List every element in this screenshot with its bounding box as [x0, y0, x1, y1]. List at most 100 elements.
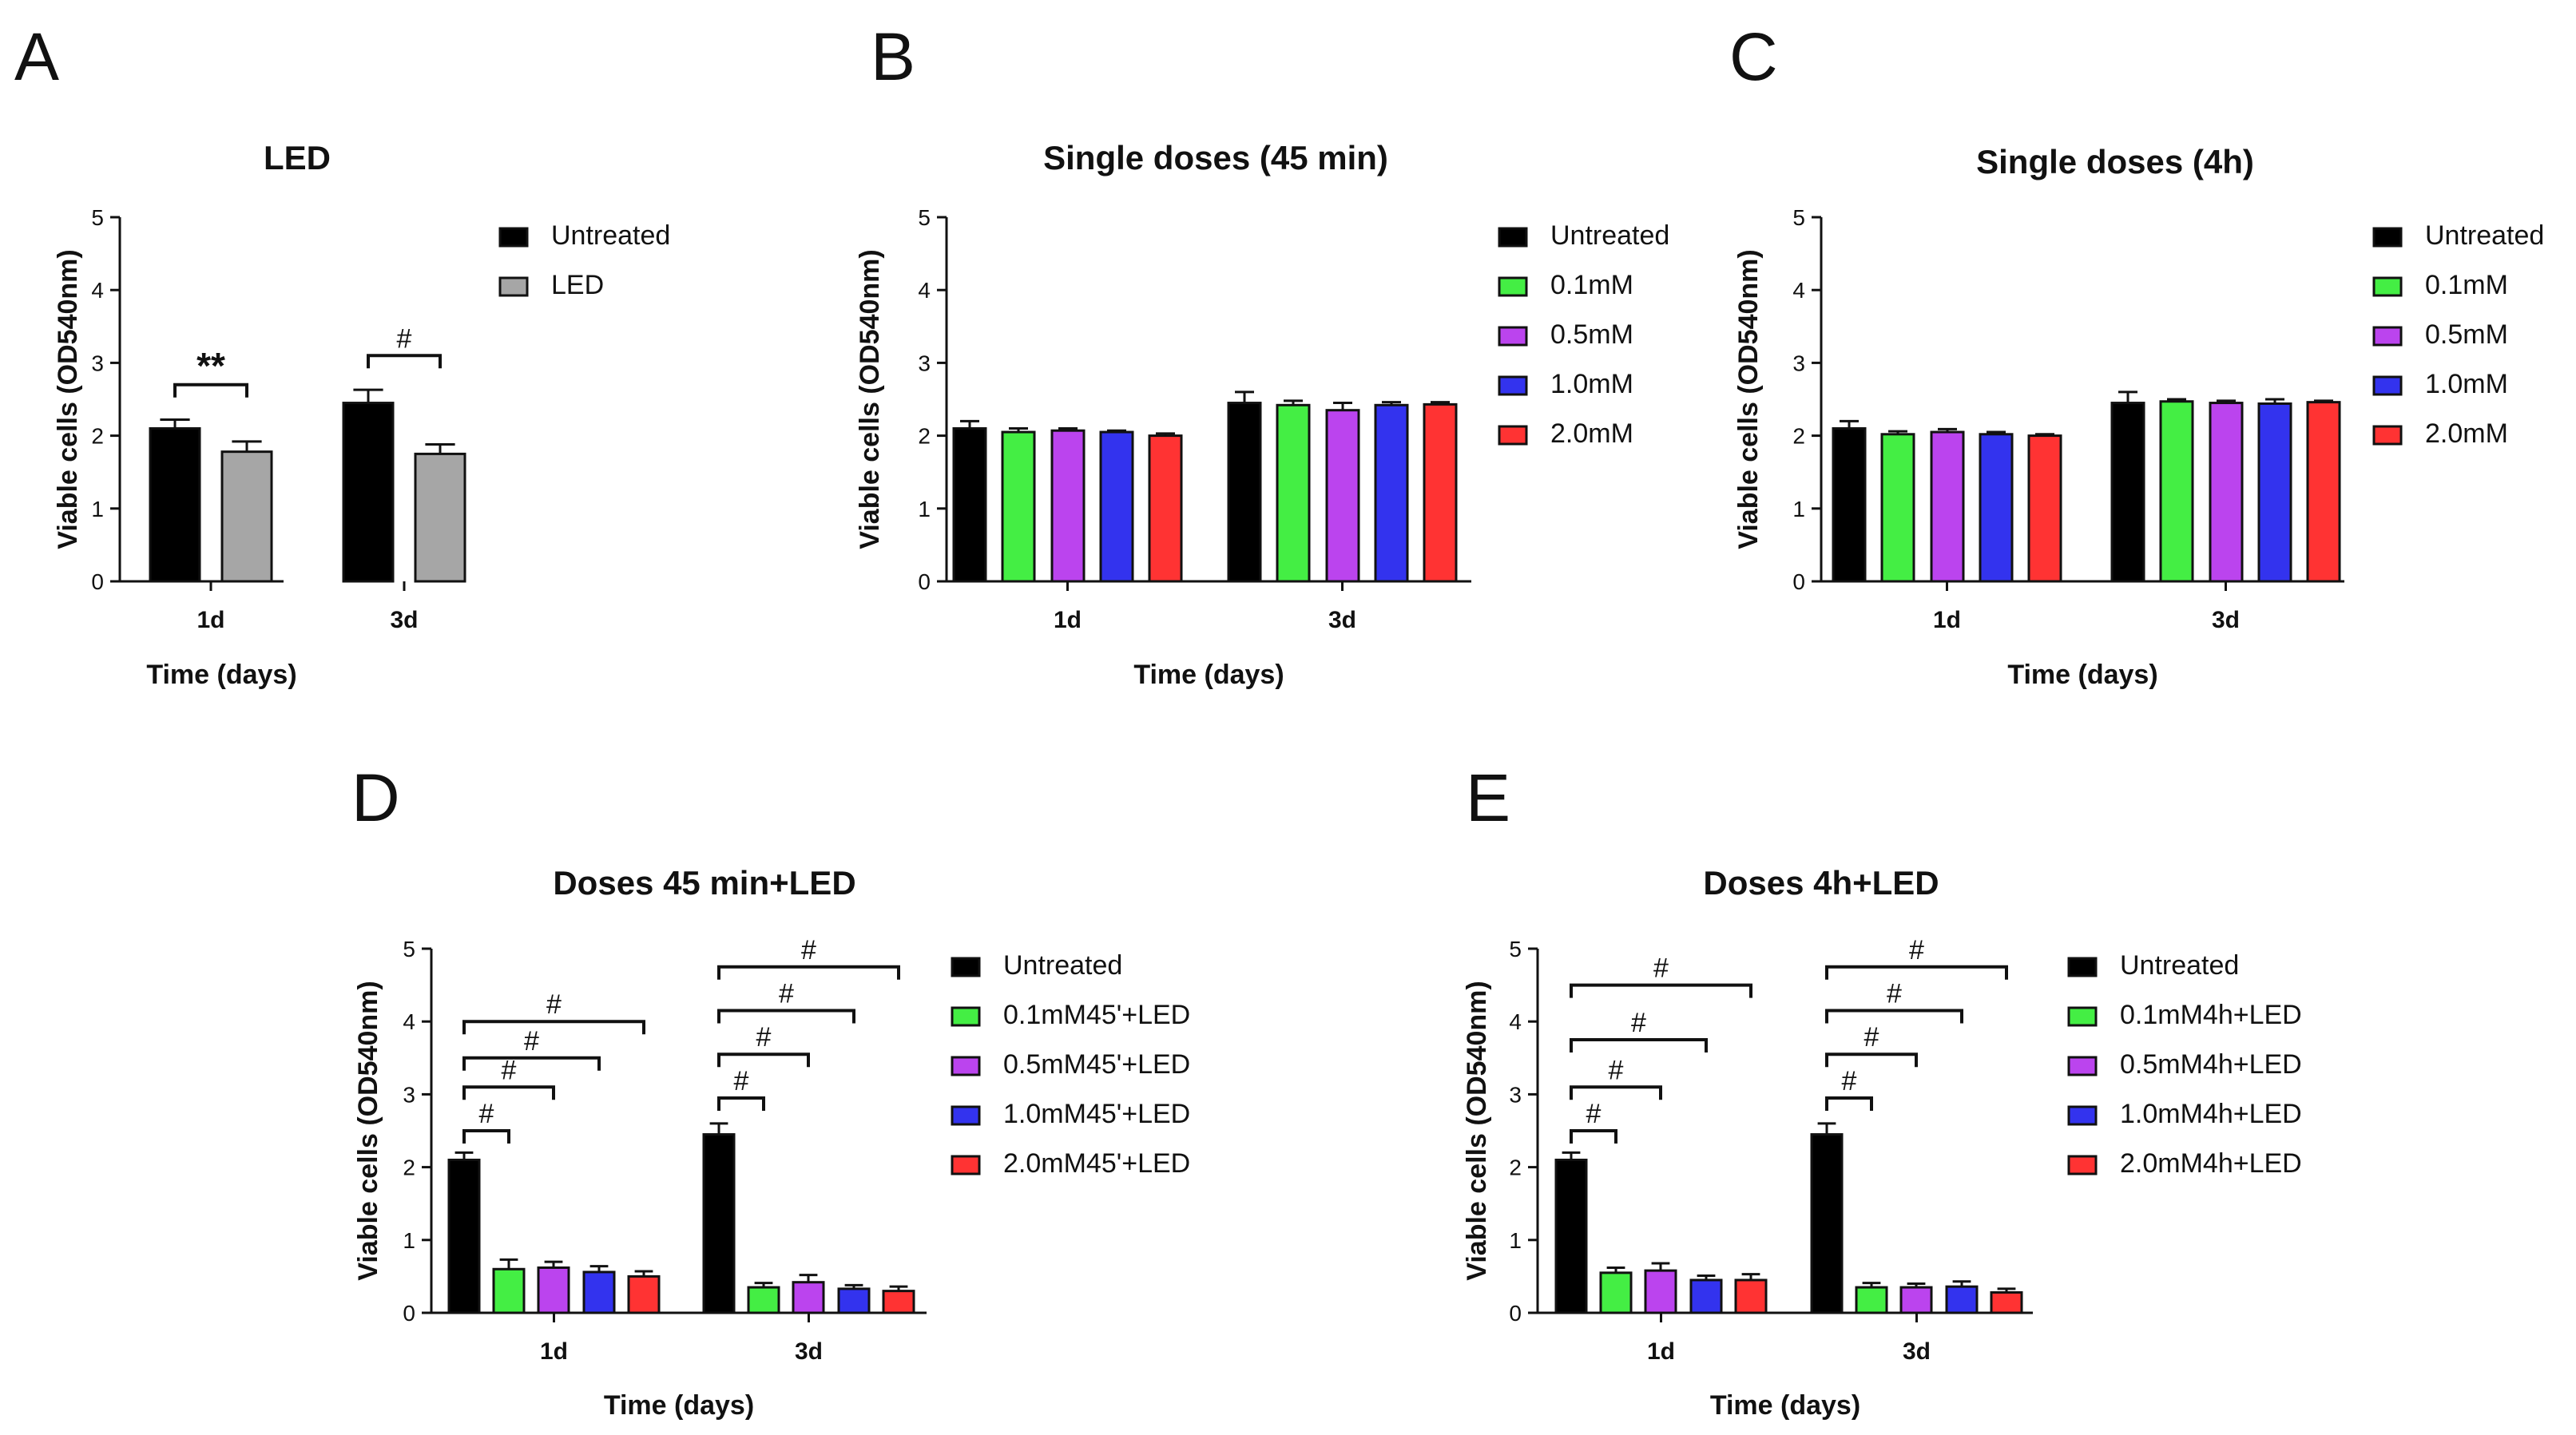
panel-b-legend-swatch: [1498, 375, 1528, 396]
panel-a-y-tick-label: 4: [91, 278, 104, 303]
panel-a-x-tick-label: 1d: [196, 607, 224, 633]
panel-c-legend-swatch: [2372, 276, 2403, 297]
panel-b-letter: B: [871, 19, 915, 94]
panel-c-x-tick-label: 3d: [2212, 607, 2240, 633]
panel-c-bar: [1832, 426, 1867, 583]
panel-b-bar: [952, 426, 987, 583]
panel-d-significance-label: #: [524, 1026, 539, 1056]
panel-d-y-axis-label: Viable cells (OD540nm): [353, 981, 383, 1280]
panel-d-significance-label: #: [546, 989, 562, 1020]
panel-b-legend-label: 1.0mM: [1550, 369, 1633, 399]
panel-d-significance-label: #: [801, 935, 816, 965]
panel-d-significance-label: #: [779, 979, 794, 1009]
panel-e-legend-swatch: [2067, 1105, 2098, 1126]
panel-d-bar: [837, 1287, 871, 1314]
panel-e-y-tick-label: 5: [1509, 937, 1522, 961]
panel-a-bar: [414, 452, 466, 583]
panel-b-x-tick-label: 3d: [1328, 607, 1356, 633]
panel-a-y-tick-label: 3: [91, 351, 104, 375]
panel-b-bar: [1227, 402, 1262, 583]
panel-b-x-axis-label: Time (days): [1133, 660, 1284, 690]
panel-d-legend-swatch: [951, 957, 981, 977]
panel-d-significance-bracket: [717, 1009, 855, 1024]
panel-d-bar: [447, 1158, 481, 1314]
panel-b-legend-swatch: [1498, 276, 1528, 297]
panel-e-significance-label: #: [1609, 1055, 1624, 1085]
panel-e-bar: [1689, 1278, 1723, 1314]
panel-c-bar: [2209, 402, 2244, 583]
panel-a-significance-label: #: [397, 323, 412, 354]
panel-a-title: LED: [264, 139, 331, 176]
panel-e-significance-bracket: [1570, 1129, 1617, 1144]
panel-b-legend-label: 2.0mM: [1550, 418, 1633, 449]
panel-d-significance-bracket: [462, 1020, 645, 1035]
panel-b-bar: [1276, 403, 1311, 583]
panel-e-bar: [1554, 1158, 1588, 1314]
panel-a: A LED 0 1 2 3 4 5 1d 3d ** # Time (days) Viable cells…: [14, 19, 670, 690]
panel-e-significance-bracket: [1825, 1052, 1918, 1068]
panel-d-legend-label: 2.0mM45'+LED: [1003, 1148, 1190, 1179]
panel-d-significance-bracket: [717, 1096, 765, 1111]
panel-d-bar: [492, 1267, 526, 1314]
panel-c-bar: [1930, 430, 1965, 583]
panel-b-bar: [1325, 409, 1360, 583]
panel-c-letter: C: [1729, 19, 1778, 94]
panel-a-y-tick-label: 2: [91, 424, 104, 449]
panel-e-significance-bracket: [1825, 1096, 1873, 1111]
panel-a-legend-label: Untreated: [551, 220, 670, 251]
panel-c-legend-swatch: [2372, 227, 2403, 248]
panel-e-legend-label: Untreated: [2120, 950, 2239, 981]
panel-d-bar: [582, 1270, 616, 1314]
panel-c-y-tick-label: 5: [1792, 205, 1805, 230]
panel-d-y-tick-label: 2: [403, 1156, 415, 1180]
panel-c-x-tick-label: 1d: [1933, 607, 1961, 633]
panel-e-significance-bracket: [1825, 965, 2008, 980]
panel-e-bar: [1855, 1286, 1888, 1314]
panel-a-significance-bracket: [173, 383, 248, 398]
panel-d-legend-label: 1.0mM45'+LED: [1003, 1099, 1190, 1129]
panel-e-x-tick-label: 3d: [1903, 1338, 1931, 1365]
panel-d-significance-bracket: [717, 1052, 810, 1068]
panel-d-legend-swatch: [951, 1056, 981, 1076]
panel-b-legend-label: Untreated: [1550, 220, 1669, 251]
panel-a-y-tick-label: 1: [91, 497, 104, 521]
panel-e-significance-label: #: [1909, 935, 1924, 965]
panel-d-legend-swatch: [951, 1006, 981, 1027]
panel-d-y-tick-label: 3: [403, 1082, 415, 1107]
panel-d-significance-bracket: [717, 965, 900, 980]
panel-a-legend-label: LED: [551, 270, 604, 300]
panel-e-significance-label: #: [1864, 1022, 1879, 1052]
panel-d-letter: D: [351, 760, 400, 835]
panel-e-legend-label: 2.0mM4h+LED: [2120, 1148, 2302, 1179]
panel-d-y-tick-label: 1: [403, 1228, 415, 1253]
panel-e-bar: [1990, 1290, 2023, 1314]
panel-c-y-tick-label: 4: [1792, 278, 1805, 303]
panel-e-bar: [1945, 1285, 1979, 1314]
panel-a-significance-label: **: [196, 345, 225, 386]
panel-a-legend-swatch: [498, 276, 529, 297]
panel-a-significance-bracket: [367, 354, 442, 369]
panel-e-bar: [1899, 1286, 1933, 1314]
panel-d-significance-bracket: [462, 1129, 510, 1144]
panel-d-y-tick-label: 0: [403, 1301, 415, 1326]
panel-b-legend-label: 0.5mM: [1550, 319, 1633, 350]
panel-d-bar: [702, 1133, 736, 1314]
panel-a-legend-swatch: [498, 227, 529, 248]
panel-d-title: Doses 45 min+LED: [553, 864, 855, 902]
panel-e-significance-label: #: [1842, 1066, 1857, 1096]
panel-c-legend-label: 2.0mM: [2425, 418, 2508, 449]
panel-d-significance-label: #: [756, 1022, 772, 1052]
panel-a-x-tick-label: 3d: [390, 607, 418, 633]
panel-c-legend-label: Untreated: [2425, 220, 2544, 251]
panel-e-y-tick-label: 4: [1509, 1009, 1522, 1034]
panel-b-legend-swatch: [1498, 326, 1528, 347]
panel-b-bar: [1148, 434, 1183, 583]
panel-e-significance-label: #: [1887, 979, 1902, 1009]
panel-c-y-tick-label: 1: [1792, 497, 1805, 521]
panel-b-bar: [1050, 429, 1086, 583]
panel-d-significance-label: #: [502, 1055, 517, 1085]
panel-d-significance-label: #: [479, 1099, 494, 1129]
panel-e-bar: [1599, 1271, 1633, 1314]
panel-e-legend-swatch: [2067, 1056, 2098, 1076]
